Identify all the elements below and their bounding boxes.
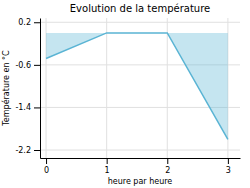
tick-label: 0.2 [18, 18, 31, 27]
axis-line [41, 158, 241, 159]
tick-mark [34, 150, 40, 151]
grid-line [167, 18, 168, 158]
area [46, 33, 228, 139]
tick-label: -0.6 [15, 61, 31, 70]
tick: -0.6 [15, 61, 40, 70]
marks [46, 33, 228, 139]
line [46, 33, 228, 139]
axis-line [40, 19, 41, 159]
tick-mark [34, 107, 40, 108]
x-label: heure par heure [108, 177, 173, 186]
x-axis: 0 1 2 3 [41, 158, 241, 175]
tick-mark [167, 158, 168, 164]
tick: 0 [44, 158, 49, 175]
grid-line [40, 150, 240, 151]
tick-mark [34, 65, 40, 66]
grid-line [106, 18, 107, 158]
tick-label: -1.4 [15, 103, 31, 112]
y-label: Température en °C [1, 50, 11, 127]
tick-mark [46, 158, 47, 164]
tick-mark [228, 158, 229, 164]
y-axis: 0.2 -0.6 -1.4 -2.2 [15, 18, 40, 158]
tick-label: -2.2 [15, 146, 31, 155]
tick: 3 [226, 158, 231, 175]
tick-label: 3 [226, 166, 231, 175]
tick: -2.2 [15, 146, 40, 155]
plot-area: 0 1 2 3 0.2 -0.6 -1.4 -2.2 [15, 18, 240, 175]
grid-line [40, 22, 240, 23]
tick: 0.2 [18, 18, 40, 27]
tick-mark [34, 22, 40, 23]
tick-label: 2 [165, 166, 170, 175]
tick: -1.4 [15, 103, 40, 112]
chart: 0 1 2 3 0.2 -0.6 -1.4 -2.2 Evolution de la tempé… [0, 0, 250, 188]
tick: 1 [105, 158, 110, 175]
title: Evolution de la température [70, 3, 210, 14]
tick: 2 [165, 158, 170, 175]
tick-mark [107, 158, 108, 164]
tick-label: 1 [105, 166, 110, 175]
grid [40, 18, 240, 158]
tick-label: 0 [44, 166, 49, 175]
